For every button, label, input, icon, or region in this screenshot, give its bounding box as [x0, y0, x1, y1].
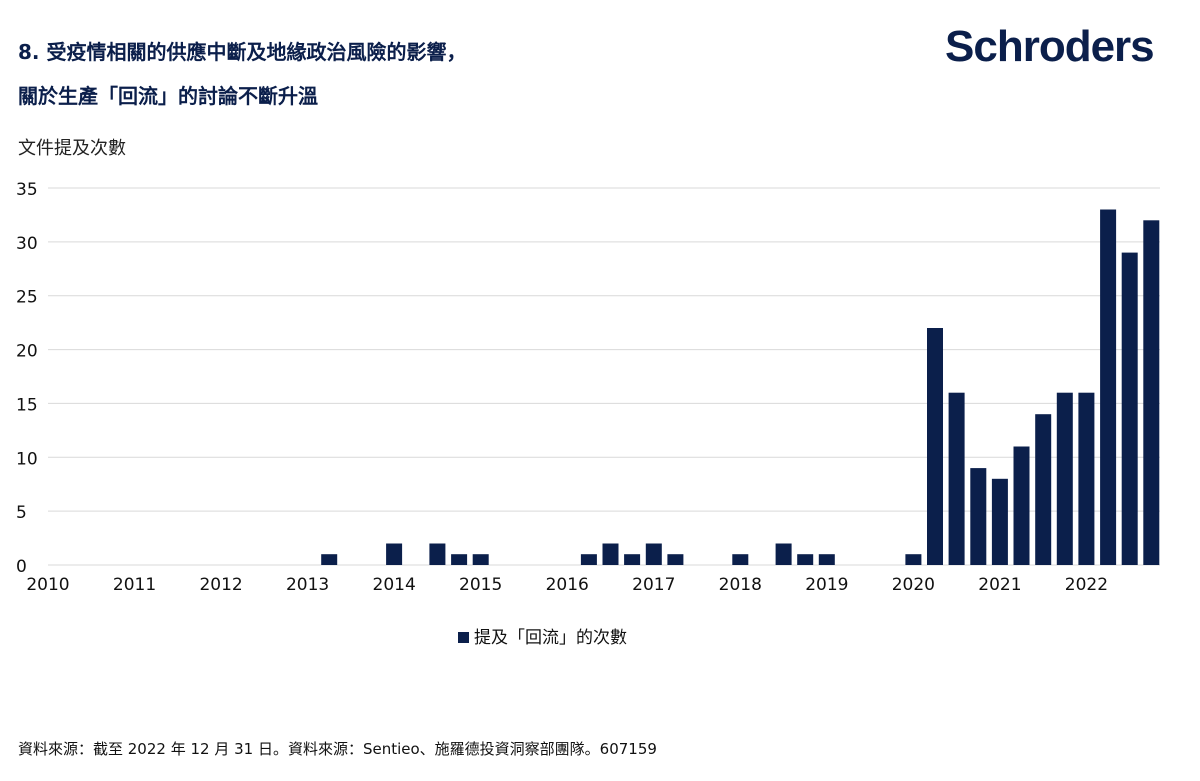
- x-tick-label: 2021: [978, 575, 1021, 595]
- bar: [321, 554, 338, 565]
- source-note: 資料來源：截至 2022 年 12 月 31 日。資料來源：Sentieo、施羅…: [18, 740, 657, 758]
- bar: [1056, 392, 1073, 565]
- bar: [1100, 209, 1117, 565]
- bar: [1143, 220, 1160, 566]
- bar: [580, 554, 597, 565]
- bar-chart: 0 5 10 15 20 25 30 35 2010 2011 2012 2013 2014 2015 20…: [16, 180, 1160, 648]
- bar: [451, 554, 468, 565]
- bar: [1035, 414, 1052, 565]
- x-tick-label: 2011: [113, 575, 156, 595]
- y-tick-label: 5: [16, 503, 27, 523]
- bar: [1078, 392, 1095, 565]
- bar: [1121, 252, 1138, 565]
- x-tick-label: 2019: [805, 575, 848, 595]
- bar: [797, 554, 814, 565]
- chart-title: 8. 受疫情相關的供應中斷及地緣政治風險的影響， 關於生產「回流」的討論不斷升溫: [18, 30, 466, 118]
- y-tick-label: 10: [16, 449, 38, 469]
- x-tick-label: 2015: [459, 575, 502, 595]
- x-tick-label: 2013: [286, 575, 329, 595]
- x-tick-label: 2020: [892, 575, 935, 595]
- y-axis-label: 文件提及次數: [18, 138, 126, 159]
- bar: [645, 543, 662, 565]
- title-line-2: 關於生產「回流」的討論不斷升溫: [18, 84, 318, 108]
- bar: [386, 543, 403, 565]
- bar: [927, 328, 943, 565]
- x-tick-label: 2010: [26, 575, 69, 595]
- y-tick-label: 35: [16, 180, 38, 200]
- bar: [1013, 446, 1030, 565]
- x-tick-label: 2012: [199, 575, 242, 595]
- x-tick-label: 2018: [719, 575, 762, 595]
- bar: [775, 543, 792, 565]
- bar: [429, 543, 446, 565]
- bar: [667, 554, 684, 565]
- bar: [472, 554, 489, 565]
- bar: [970, 468, 987, 565]
- x-tick-label: 2017: [632, 575, 675, 595]
- bar: [905, 554, 922, 565]
- bar: [624, 554, 641, 565]
- schroders-logo: Schroders: [945, 22, 1155, 71]
- bar: [602, 543, 619, 565]
- legend-label: 提及「回流」的次數: [474, 628, 627, 648]
- x-tick-label: 2014: [373, 575, 416, 595]
- y-tick-label: 25: [16, 288, 38, 308]
- bar: [948, 392, 965, 565]
- title-line-1: 8. 受疫情相關的供應中斷及地緣政治風險的影響，: [18, 40, 467, 64]
- legend-swatch: [458, 632, 469, 643]
- y-tick-label: 30: [16, 234, 38, 254]
- y-tick-label: 0: [16, 557, 27, 577]
- y-tick-label: 20: [16, 342, 38, 362]
- bar: [732, 554, 749, 565]
- bar: [991, 478, 1008, 565]
- x-tick-label: 2022: [1065, 575, 1108, 595]
- bar: [818, 554, 835, 565]
- y-tick-label: 15: [16, 395, 38, 415]
- x-tick-label: 2016: [546, 575, 589, 595]
